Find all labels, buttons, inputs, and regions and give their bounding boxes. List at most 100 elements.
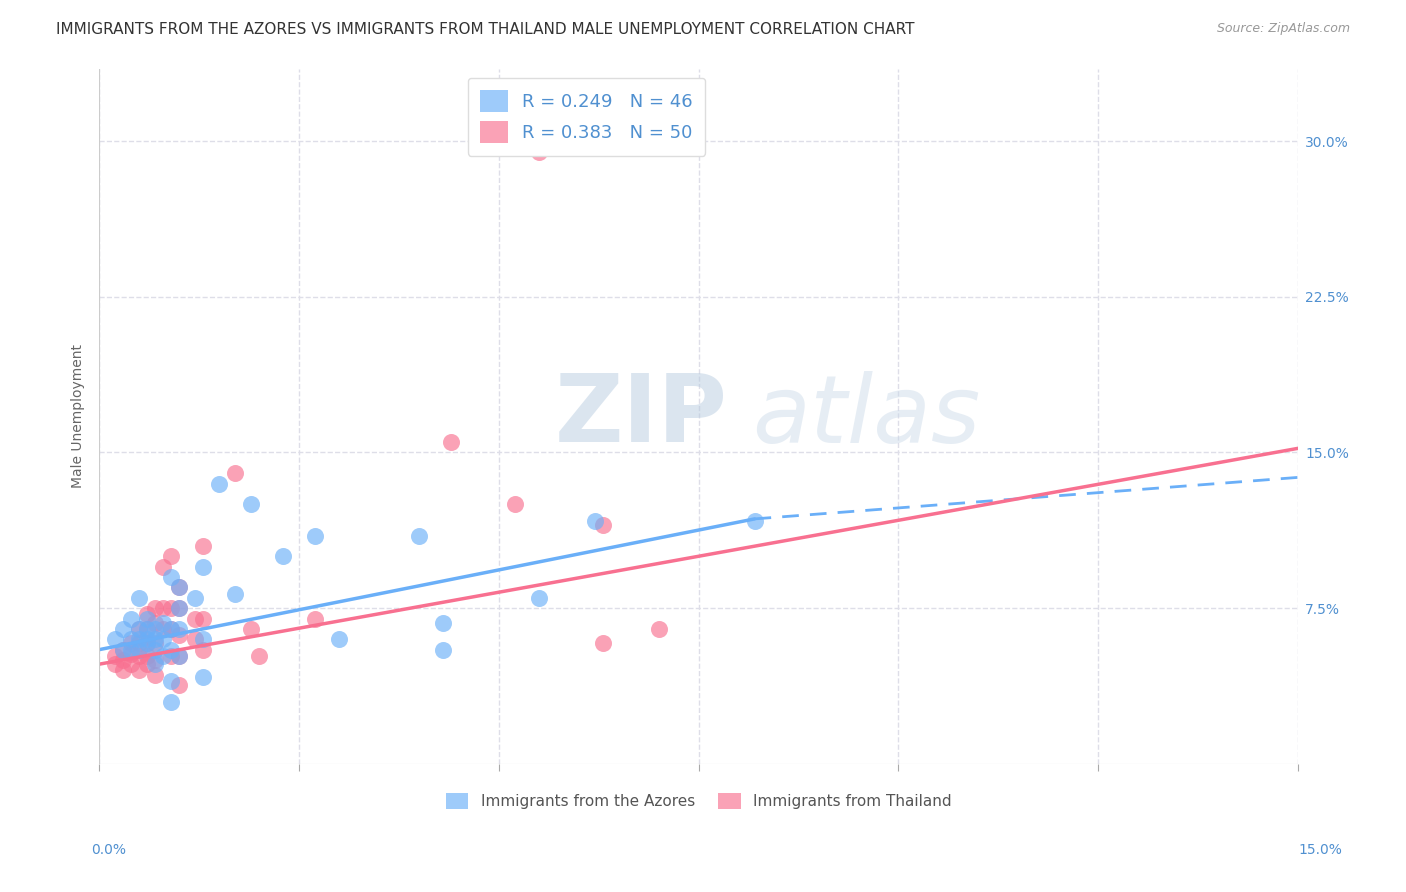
- Point: [152, 622, 174, 636]
- Point: [408, 528, 430, 542]
- Point: [432, 615, 454, 630]
- Point: [128, 591, 150, 605]
- Point: [136, 611, 159, 625]
- Point: [104, 648, 127, 663]
- Point: [104, 657, 127, 672]
- Point: [167, 41, 190, 55]
- Point: [191, 539, 214, 553]
- Point: [112, 653, 135, 667]
- Point: [583, 514, 606, 528]
- Point: [136, 636, 159, 650]
- Point: [191, 642, 214, 657]
- Point: [143, 615, 166, 630]
- Text: 0.0%: 0.0%: [91, 843, 127, 857]
- Point: [143, 632, 166, 647]
- Point: [136, 622, 159, 636]
- Point: [143, 601, 166, 615]
- Point: [160, 642, 183, 657]
- Point: [120, 642, 142, 657]
- Point: [143, 657, 166, 672]
- Point: [152, 601, 174, 615]
- Point: [184, 591, 207, 605]
- Point: [143, 636, 166, 650]
- Point: [160, 570, 183, 584]
- Point: [120, 636, 142, 650]
- Point: [136, 632, 159, 647]
- Point: [167, 601, 190, 615]
- Text: IMMIGRANTS FROM THE AZORES VS IMMIGRANTS FROM THAILAND MALE UNEMPLOYMENT CORRELA: IMMIGRANTS FROM THE AZORES VS IMMIGRANTS…: [56, 22, 915, 37]
- Point: [152, 615, 174, 630]
- Point: [167, 648, 190, 663]
- Point: [224, 586, 246, 600]
- Point: [120, 632, 142, 647]
- Point: [160, 622, 183, 636]
- Point: [128, 632, 150, 647]
- Legend: Immigrants from the Azores, Immigrants from Thailand: Immigrants from the Azores, Immigrants f…: [440, 787, 957, 815]
- Point: [503, 497, 526, 511]
- Point: [112, 622, 135, 636]
- Point: [128, 636, 150, 650]
- Point: [143, 653, 166, 667]
- Point: [304, 611, 326, 625]
- Point: [191, 611, 214, 625]
- Point: [240, 497, 263, 511]
- Point: [160, 622, 183, 636]
- Point: [224, 467, 246, 481]
- Point: [328, 632, 350, 647]
- Point: [143, 667, 166, 681]
- Point: [136, 622, 159, 636]
- Point: [112, 664, 135, 678]
- Point: [592, 636, 614, 650]
- Point: [167, 678, 190, 692]
- Point: [112, 642, 135, 657]
- Point: [128, 622, 150, 636]
- Point: [527, 145, 550, 159]
- Point: [120, 657, 142, 672]
- Point: [112, 642, 135, 657]
- Text: ZIP: ZIP: [555, 370, 727, 462]
- Point: [247, 648, 270, 663]
- Point: [136, 607, 159, 622]
- Point: [160, 549, 183, 564]
- Point: [128, 642, 150, 657]
- Point: [152, 632, 174, 647]
- Point: [240, 622, 263, 636]
- Point: [527, 591, 550, 605]
- Point: [184, 632, 207, 647]
- Point: [152, 648, 174, 663]
- Point: [160, 694, 183, 708]
- Text: 15.0%: 15.0%: [1299, 843, 1343, 857]
- Point: [647, 622, 669, 636]
- Point: [136, 657, 159, 672]
- Point: [440, 435, 463, 450]
- Point: [143, 622, 166, 636]
- Point: [152, 559, 174, 574]
- Point: [167, 622, 190, 636]
- Point: [191, 559, 214, 574]
- Point: [136, 648, 159, 663]
- Text: Source: ZipAtlas.com: Source: ZipAtlas.com: [1216, 22, 1350, 36]
- Point: [271, 549, 294, 564]
- Point: [160, 673, 183, 688]
- Y-axis label: Male Unemployment: Male Unemployment: [72, 344, 86, 488]
- Point: [744, 514, 766, 528]
- Point: [160, 601, 183, 615]
- Point: [160, 648, 183, 663]
- Point: [191, 670, 214, 684]
- Point: [592, 518, 614, 533]
- Point: [432, 642, 454, 657]
- Point: [184, 611, 207, 625]
- Point: [128, 664, 150, 678]
- Point: [120, 647, 142, 661]
- Point: [208, 476, 231, 491]
- Point: [136, 636, 159, 650]
- Point: [167, 581, 190, 595]
- Point: [128, 622, 150, 636]
- Point: [167, 648, 190, 663]
- Point: [120, 611, 142, 625]
- Point: [104, 632, 127, 647]
- Point: [128, 648, 150, 663]
- Point: [304, 528, 326, 542]
- Point: [191, 632, 214, 647]
- Text: atlas: atlas: [752, 371, 981, 462]
